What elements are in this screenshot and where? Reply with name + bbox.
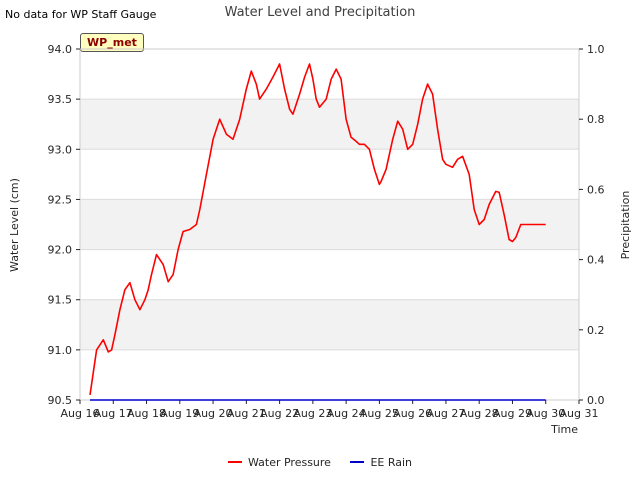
y-axis-label: Water Level (cm) [8, 178, 21, 272]
x-tick-label: Aug 27 [426, 407, 465, 420]
y-tick-label: 90.5 [48, 394, 73, 407]
no-data-note: No data for WP Staff Gauge [5, 8, 157, 21]
y-tick-label: 92.0 [48, 244, 73, 257]
y-right-tick-label: 0.2 [587, 324, 605, 337]
x-tick-label: Aug 24 [327, 407, 366, 420]
legend-item-ee-rain: EE Rain [350, 456, 412, 469]
x-tick-label: Aug 21 [227, 407, 266, 420]
legend-label-water-pressure: Water Pressure [247, 455, 331, 469]
y-tick-label: 91.5 [48, 294, 73, 307]
x-axis-label: Time [550, 423, 578, 436]
x-tick-label: Aug 20 [194, 407, 233, 420]
background-bands [80, 99, 579, 350]
y-right-tick-label: 0.0 [587, 394, 605, 407]
y-right-tick-label: 0.6 [587, 183, 605, 196]
x-tick-label: Aug 16 [61, 407, 100, 420]
y-right-tick-label: 0.4 [587, 254, 605, 267]
chart-title: Water Level and Precipitation [225, 5, 416, 20]
y-tick-label: 91.0 [48, 344, 73, 357]
y-tick-label: 92.5 [48, 193, 73, 206]
x-tick-label: Aug 26 [393, 407, 432, 420]
y-right-axis-label: Precipitation [619, 191, 632, 260]
y-right-tick-label: 0.8 [587, 113, 605, 126]
legend-label-ee-rain: EE Rain [370, 455, 413, 469]
x-tick-label: Aug 29 [493, 407, 532, 420]
legend-swatch-water-pressure [227, 461, 242, 463]
x-tick-label: Aug 25 [360, 407, 399, 420]
water-pressure-line [89, 63, 546, 396]
station-badge: WP_met [80, 33, 144, 52]
legend: Water Pressure EE Rain [0, 453, 640, 469]
x-tick-label: Aug 28 [460, 407, 499, 420]
legend-item-water-pressure: Water Pressure [227, 455, 331, 469]
x-tick-label: Aug 22 [260, 407, 299, 420]
y-right-axis-ticks: 0.0 0.2 0.4 0.6 0.8 1.0 [579, 43, 605, 407]
background-band [80, 99, 579, 150]
y-right-tick-label: 1.0 [587, 43, 605, 56]
legend-swatch-ee-rain [350, 461, 365, 463]
background-band [80, 199, 579, 250]
y-axis-ticks: 90.5 91.0 91.5 92.0 92.5 93.0 93.5 94.0 [48, 43, 80, 407]
y-tick-label: 93.0 [48, 143, 73, 156]
x-tick-label: Aug 30 [526, 407, 565, 420]
y-tick-label: 94.0 [48, 43, 73, 56]
x-tick-label: Aug 23 [293, 407, 332, 420]
x-tick-label: Aug 31 [560, 407, 599, 420]
series-lines [89, 63, 546, 401]
x-tick-label: Aug 18 [127, 407, 166, 420]
background-band [80, 299, 579, 350]
x-tick-label: Aug 17 [94, 407, 133, 420]
x-tick-label: Aug 19 [160, 407, 199, 420]
y-tick-label: 93.5 [48, 93, 73, 106]
